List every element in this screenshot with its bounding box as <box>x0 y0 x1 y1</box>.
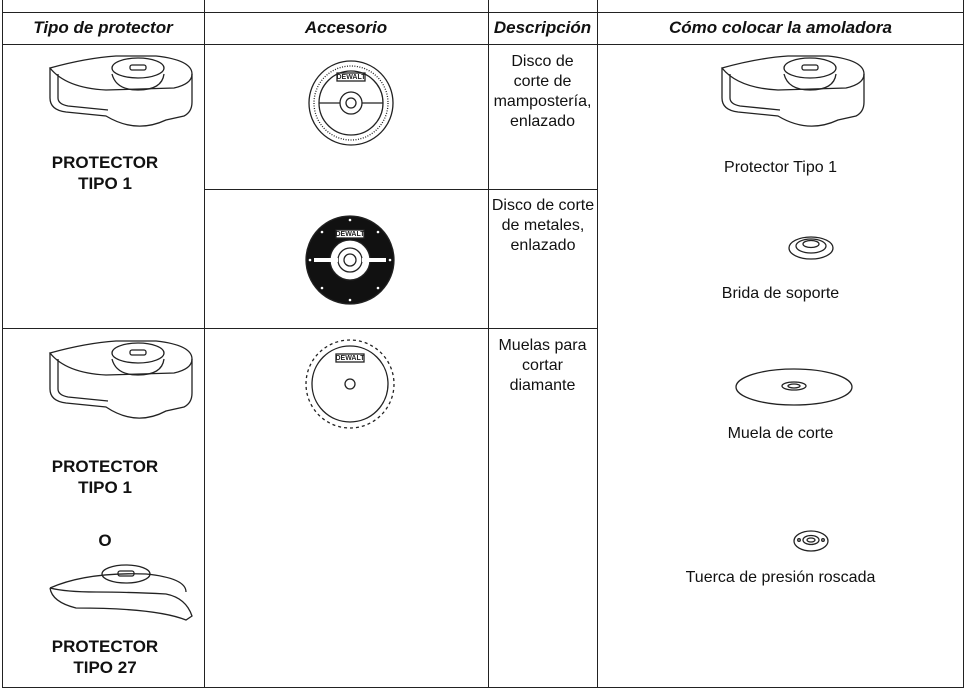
guard-type27-illustration <box>49 564 193 621</box>
brand-logo: DEWALT <box>335 355 365 362</box>
lock-nut-illustration <box>793 530 829 552</box>
header: Tipo de protector <box>33 18 173 37</box>
row-divider <box>204 189 597 190</box>
guard-type1-illustration <box>48 55 193 127</box>
column-divider <box>204 0 205 688</box>
assembly-step: Tuerca de presión roscada <box>685 569 876 586</box>
brand-logo: DEWALT <box>336 74 366 81</box>
cutting-wheel-illustration <box>735 368 853 406</box>
guard-label: PROTECTOR TIPO 1 <box>51 457 159 497</box>
header: Accesorio <box>304 18 388 37</box>
header: Cómo colocar la amoladora <box>669 18 892 37</box>
brand-logo: DEWALT <box>335 231 365 238</box>
flange-illustration <box>788 236 834 260</box>
guard-label: PROTECTOR TIPO 1 <box>51 153 159 193</box>
row-divider <box>2 328 597 329</box>
header-row <box>2 12 964 45</box>
assembly-guard-illustration <box>720 55 865 127</box>
assembly-step: Muela de corte <box>727 425 834 442</box>
description: Muelas para cortar diamante <box>498 337 587 394</box>
column-divider <box>597 0 598 688</box>
guard-label: PROTECTOR TIPO 27 <box>51 637 159 677</box>
metal-disc-illustration: DEWALT <box>305 215 395 305</box>
description: Disco de corte de metales, enlazado <box>491 197 595 254</box>
header: Descripción <box>493 18 592 37</box>
description: Disco de corte de mampostería, enlazado <box>493 53 592 130</box>
diamond-wheel-illustration: DEWALT <box>305 339 395 429</box>
guard-type1-illustration <box>48 340 193 419</box>
assembly-step: Protector Tipo 1 <box>724 159 837 176</box>
masonry-disc-illustration: DEWALT <box>308 60 394 146</box>
column-divider <box>488 0 489 688</box>
guard-label: O <box>98 531 112 550</box>
assembly-step: Brida de soporte <box>721 285 840 302</box>
